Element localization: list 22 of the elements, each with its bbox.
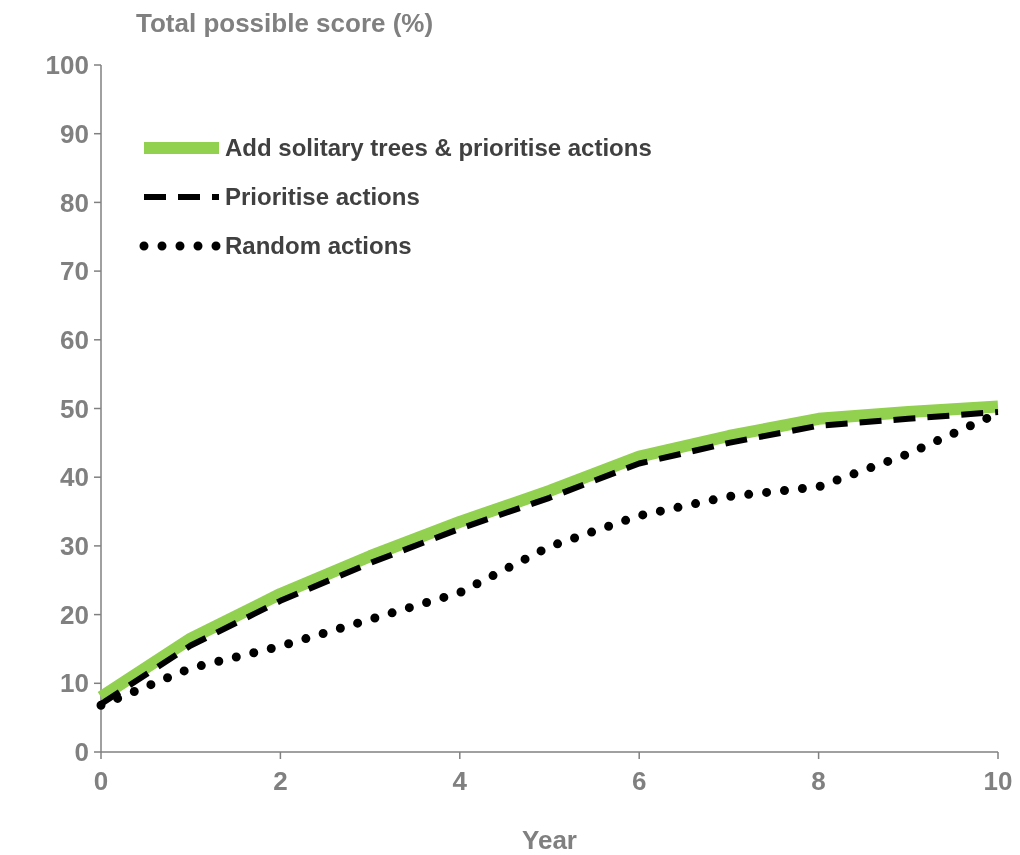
- y-tick-label: 70: [60, 256, 89, 287]
- x-tick-label: 4: [452, 766, 468, 796]
- y-tick-label: 10: [60, 668, 89, 699]
- y-tick-label: 90: [60, 118, 89, 149]
- y-tick-label: 0: [74, 737, 89, 768]
- legend-label: Random actions: [225, 232, 412, 260]
- x-tick-label: 2: [273, 766, 288, 796]
- x-tick-label: 6: [631, 766, 647, 796]
- x-axis-title: Year: [522, 825, 577, 855]
- x-tick-label: 0: [93, 766, 109, 796]
- y-tick-label: 100: [45, 50, 89, 81]
- y-tick-label: 40: [60, 462, 89, 493]
- legend-label: Prioritise actions: [225, 183, 420, 211]
- y-axis-title: Total possible score (%): [136, 8, 434, 38]
- x-tick-label: 8: [811, 766, 826, 796]
- y-tick-label: 80: [60, 187, 89, 218]
- y-tick-label: 30: [60, 531, 89, 561]
- y-tick-label: 50: [60, 393, 89, 424]
- y-tick-label: 60: [60, 324, 89, 355]
- x-tick-label: 10: [983, 766, 1013, 796]
- y-tick-label: 20: [60, 599, 89, 630]
- legend-label: Add solitary trees & prioritise actions: [225, 134, 652, 162]
